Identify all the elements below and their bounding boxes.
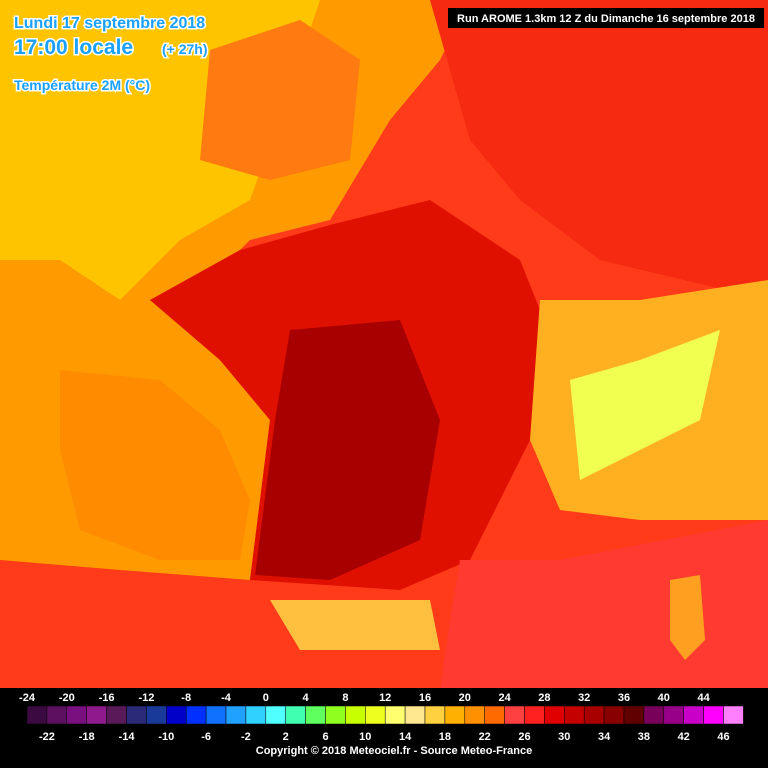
legend-cell [623, 705, 645, 725]
parameter: Température 2M (°C) [14, 77, 150, 93]
legend-label: -6 [201, 731, 211, 743]
legend-label: 32 [578, 692, 590, 704]
legend-cell [26, 705, 48, 725]
legend-cell [524, 705, 545, 725]
legend-label: 42 [678, 731, 690, 743]
time: 17:00 locale [14, 36, 133, 59]
run-box [448, 8, 764, 28]
legend-label: 4 [303, 692, 310, 704]
legend-cell [444, 705, 466, 725]
legend-label: 14 [399, 731, 412, 743]
run-info: Run AROME 1.3km 12 Z du Dimanche 16 sept… [457, 13, 755, 25]
legend-label: 22 [479, 731, 491, 743]
legend-cell [544, 705, 565, 725]
legend-label: -24 [19, 692, 36, 704]
legend-cell [245, 705, 267, 725]
legend-cell [583, 705, 605, 725]
legend-label: 36 [618, 692, 630, 704]
legend-panel [0, 688, 768, 768]
legend-label: 28 [538, 692, 550, 704]
legend-cell [106, 705, 127, 725]
copyright: Copyright © 2018 Meteociel.fr - Source M… [256, 745, 532, 757]
legend-cell [285, 705, 306, 725]
legend-label: -22 [39, 731, 55, 743]
legend-label: 40 [658, 692, 670, 704]
legend-label: -12 [138, 692, 154, 704]
date: Lundi 17 septembre 2018 [14, 15, 205, 32]
legend-label: 12 [379, 692, 391, 704]
legend-label: 16 [419, 692, 431, 704]
legend-cell [265, 705, 286, 725]
legend-label: -18 [79, 731, 95, 743]
legend-cell [365, 705, 386, 725]
legend: -24 -20 -16 -12 -8 -4 0 4 8 12 16 20 24 28 32 36 40 44-22… [19, 692, 744, 743]
legend-label: 24 [498, 692, 511, 704]
legend-cell [603, 705, 625, 725]
legend-label: -16 [99, 692, 115, 704]
legend-label: 30 [558, 731, 570, 743]
legend-label: 18 [439, 731, 451, 743]
legend-cell [126, 705, 147, 725]
legend-cell [325, 705, 346, 725]
legend-cell [703, 705, 724, 725]
legend-cell [345, 705, 366, 725]
legend-label: 20 [459, 692, 471, 704]
legend-cell [185, 705, 207, 725]
legend-cell [484, 705, 505, 725]
legend-label: -14 [119, 731, 136, 743]
legend-cell [225, 705, 247, 725]
legend-label: 44 [697, 692, 710, 704]
legend-label: -10 [158, 731, 174, 743]
legend-cell [564, 705, 585, 725]
legend-label: 26 [518, 731, 530, 743]
legend-cell [723, 705, 744, 725]
legend-cell [46, 705, 68, 725]
legend-label: 34 [598, 731, 611, 743]
legend-cell [464, 705, 485, 725]
legend-label: 10 [359, 731, 371, 743]
legend-cell [643, 705, 665, 725]
legend-label: -8 [181, 692, 191, 704]
legend-label: 38 [638, 731, 650, 743]
legend-label: 6 [322, 731, 328, 743]
legend-label: -4 [221, 692, 232, 704]
legend-cell [384, 705, 406, 725]
legend-label: -2 [241, 731, 251, 743]
legend-cell [504, 705, 525, 725]
legend-cell [66, 705, 87, 725]
legend-label: 2 [283, 731, 289, 743]
legend-label: 0 [263, 692, 269, 704]
legend-cell [424, 705, 446, 725]
legend-label: -20 [59, 692, 75, 704]
legend-cell [683, 705, 704, 725]
legend-label: 46 [717, 731, 729, 743]
legend-cell [404, 705, 426, 725]
legend-cell [663, 705, 684, 725]
legend-cell [166, 705, 187, 725]
lead-time: (+ 27h) [162, 41, 208, 57]
legend-cell [146, 705, 167, 725]
legend-cell [86, 705, 107, 725]
legend-cell [305, 705, 326, 725]
legend-label: 8 [342, 692, 348, 704]
legend-cell [205, 705, 227, 725]
